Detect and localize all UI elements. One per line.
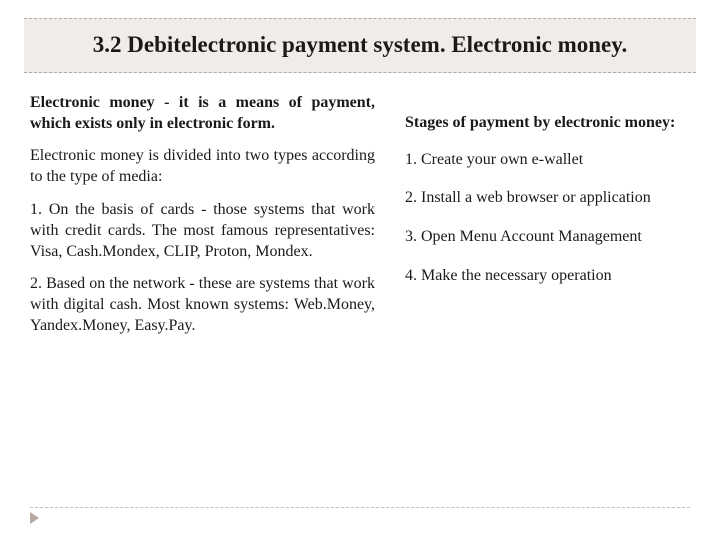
footer-divider xyxy=(30,507,690,508)
stage-2: 2. Install a web browser or application xyxy=(405,188,690,209)
content-area: Electronic money - it is a means of paym… xyxy=(20,93,700,349)
stage-3: 3. Open Menu Account Management xyxy=(405,227,690,248)
division-paragraph: Electronic money is divided into two typ… xyxy=(30,146,375,188)
left-column: Electronic money - it is a means of paym… xyxy=(30,93,375,349)
right-column: Stages of payment by electronic money: 1… xyxy=(405,93,690,349)
type-cards-paragraph: 1. On the basis of cards - those systems… xyxy=(30,200,375,262)
type-network-paragraph: 2. Based on the network - these are syst… xyxy=(30,274,375,336)
title-box: 3.2 Debitelectronic payment system. Elec… xyxy=(24,18,696,73)
slide: 3.2 Debitelectronic payment system. Elec… xyxy=(0,0,720,540)
stages-heading: Stages of payment by electronic money: xyxy=(405,113,690,134)
slide-title: 3.2 Debitelectronic payment system. Elec… xyxy=(64,31,656,60)
stage-1: 1. Create your own e-wallet xyxy=(405,150,690,171)
definition-paragraph: Electronic money - it is a means of paym… xyxy=(30,93,375,135)
corner-arrow-icon xyxy=(30,512,39,524)
stage-4: 4. Make the necessary operation xyxy=(405,266,690,287)
